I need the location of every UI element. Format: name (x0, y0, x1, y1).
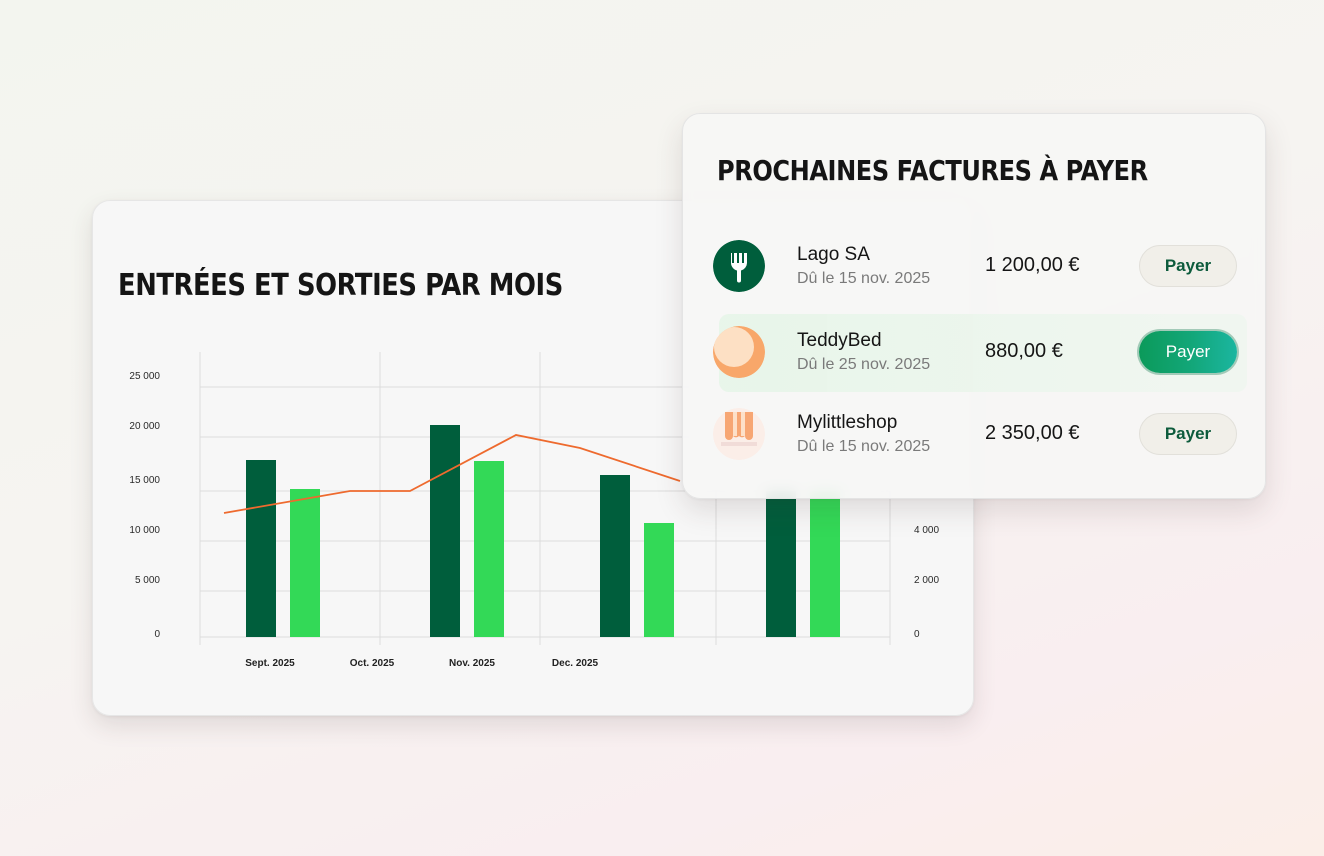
bar-entries (246, 460, 276, 637)
bar-exits (474, 461, 504, 637)
invoice-name: TeddyBed (797, 330, 882, 351)
invoice-amount: 880,00 € (985, 340, 1063, 362)
bar-entries (766, 491, 796, 637)
y2-tick-label: 4 000 (914, 525, 939, 536)
invoice-row-mylittleshop: Mylittleshop Dû le 15 nov. 2025 2 350,00… (713, 396, 1247, 474)
line-series (223, 434, 681, 514)
y-tick-label: 25 000 (129, 371, 160, 382)
x-tick-label: Nov. 2025 (449, 658, 495, 669)
invoice-due-date: Dû le 15 nov. 2025 (797, 270, 931, 287)
invoice-due-date: Dû le 15 nov. 2025 (797, 438, 931, 455)
y-tick-label: 5 000 (135, 575, 160, 586)
invoice-due-date: Dû le 25 nov. 2025 (797, 356, 931, 373)
invoice-name: Lago SA (797, 244, 870, 265)
y-tick-label: 0 (154, 629, 160, 640)
bar-exits (644, 523, 674, 637)
x-tick-label: Oct. 2025 (350, 658, 395, 669)
bar-entries (600, 475, 630, 637)
invoice-name: Mylittleshop (797, 412, 898, 433)
y2-tick-label: 0 (914, 629, 920, 640)
y-tick-label: 20 000 (129, 421, 160, 432)
bar-exits (810, 491, 840, 637)
chart-title: ENTRÉES ET SORTIES PAR MOIS (118, 268, 563, 303)
pay-button[interactable]: Payer (1139, 413, 1237, 455)
bar-exits (290, 489, 320, 637)
invoice-amount: 2 350,00 € (985, 422, 1080, 444)
teddybed-logo-icon (713, 326, 765, 378)
pay-button[interactable]: Payer (1139, 331, 1237, 373)
mylittleshop-logo-icon (713, 408, 765, 460)
y-tick-label: 15 000 (129, 475, 160, 486)
x-tick-label: Sept. 2025 (245, 658, 295, 669)
fork-icon (713, 240, 765, 292)
bar-entries (430, 425, 460, 637)
y2-tick-label: 2 000 (914, 575, 939, 586)
invoice-row-teddybed: TeddyBed Dû le 25 nov. 2025 880,00 € Pay… (713, 314, 1247, 392)
invoices-card: PROCHAINES FACTURES À PAYER Lago SA Dû l… (682, 113, 1266, 499)
pay-button[interactable]: Payer (1139, 245, 1237, 287)
invoice-row-lago: Lago SA Dû le 15 nov. 2025 1 200,00 € Pa… (713, 228, 1247, 306)
x-tick-label: Dec. 2025 (552, 658, 599, 669)
invoices-title: PROCHAINES FACTURES À PAYER (717, 154, 1148, 187)
y-tick-label: 10 000 (129, 525, 160, 536)
invoice-amount: 1 200,00 € (985, 254, 1080, 276)
